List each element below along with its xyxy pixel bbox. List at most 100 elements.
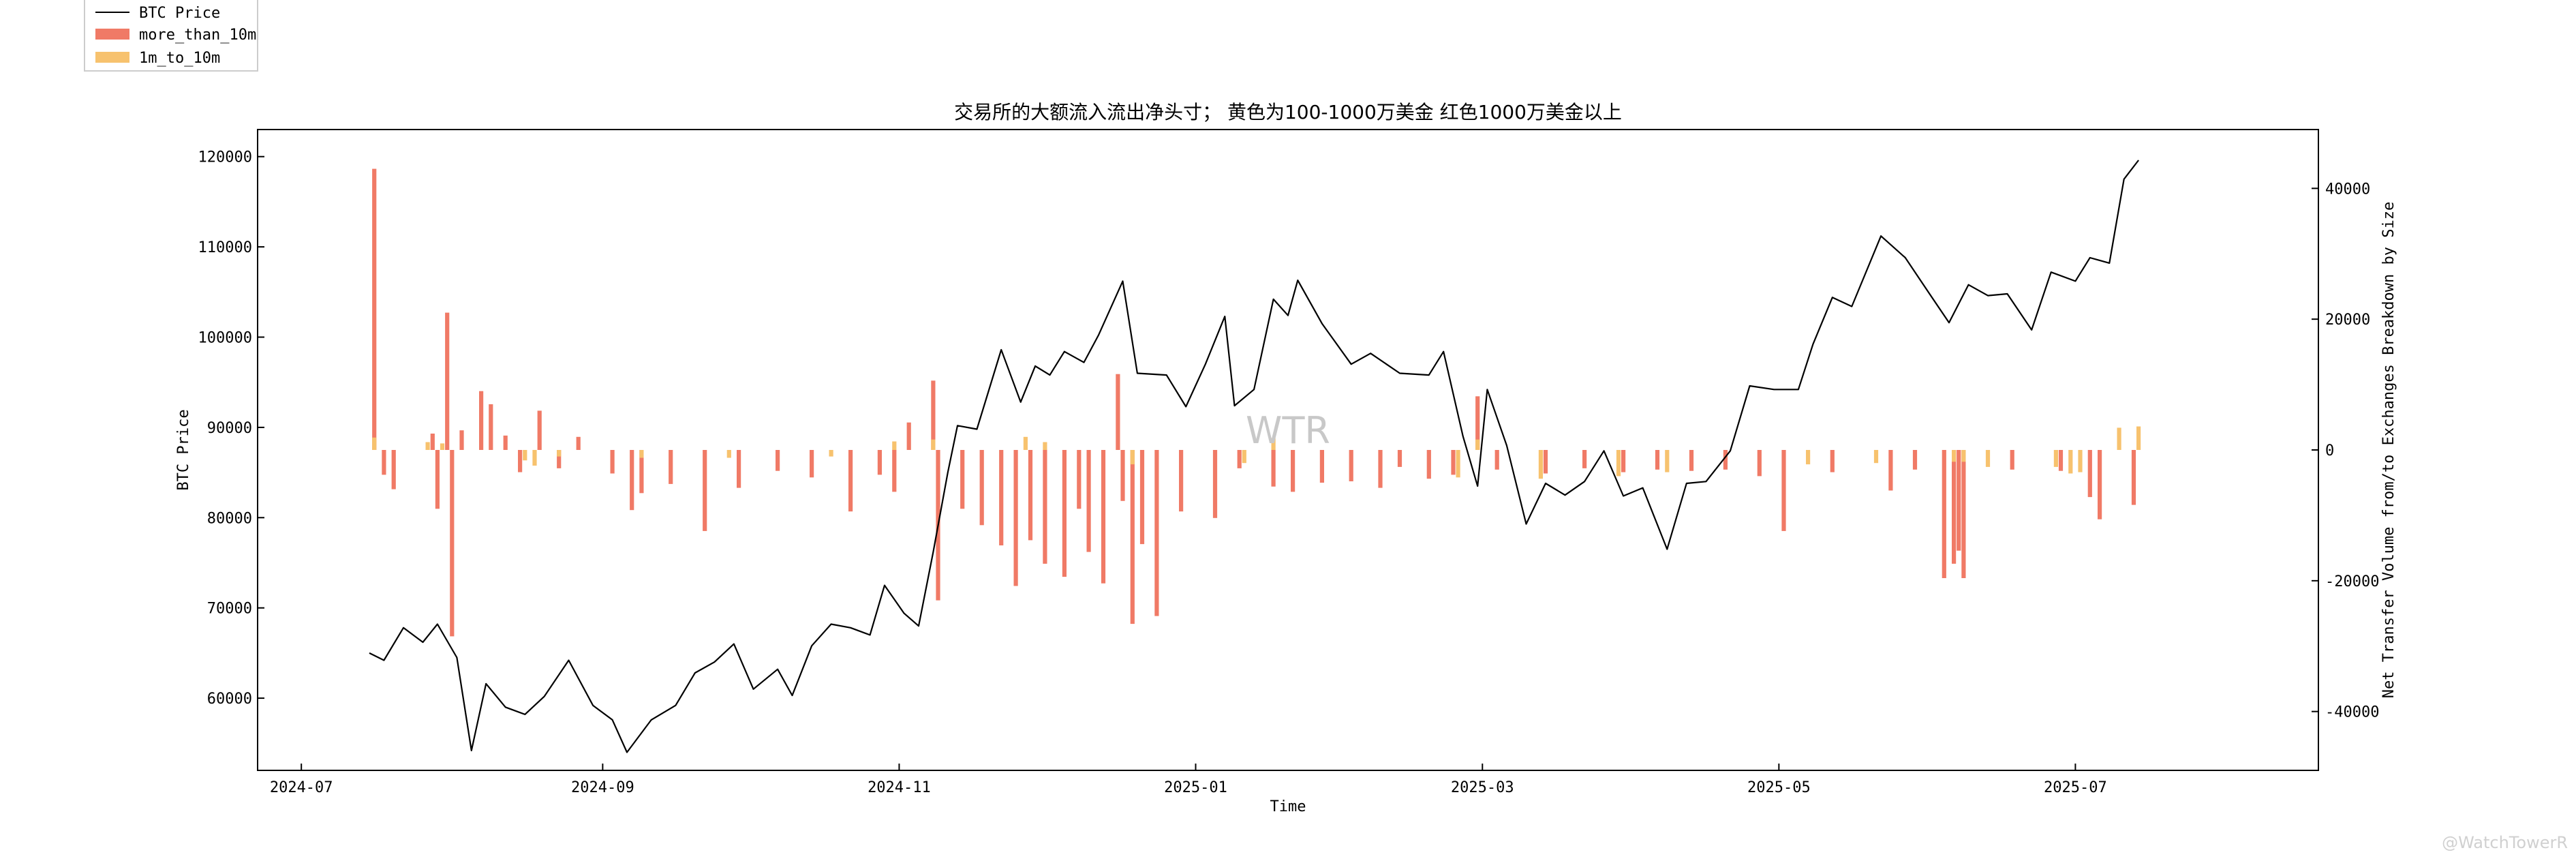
bar-more-than-10m-2024-08-01 [450,450,455,637]
bar-more-than-10m-2025-04-27 [1757,450,1762,477]
x-axis-ticks: 2024-07 2024-09 2024-11 2025-01 2025-03 2025-… [270,764,2107,796]
bar-more-than-10m-2025-06-04 [1942,450,1946,578]
bar-more-than-10m-2025-05-02 [1781,450,1786,531]
bar-more-than-10m-2024-12-16 [1116,374,1120,450]
bar-1m-to-10m-2025-02-24 [1456,450,1460,478]
bar-more-than-10m-2024-11-08 [931,380,936,450]
bar-more-than-10m-2024-11-25 [1013,450,1018,586]
bar-1m-to-10m-2025-01-17 [1271,438,1276,450]
bar-1m-to-10m-2024-08-18 [532,450,537,466]
bar-more-than-10m-2025-05-29 [1912,450,1918,470]
bar-more-than-10m-2025-02-02 [1349,450,1353,481]
bar-more-than-10m-2025-05-24 [1888,450,1893,491]
bar-1m-to-10m-2024-07-16 [372,437,377,450]
y-left-axis-label: BTC Price [175,409,192,490]
bar-1m-to-10m-2024-09-09 [639,450,644,458]
x-tick-label-2025-01: 2025-01 [1164,779,1227,796]
bar-more-than-10m-2024-11-22 [999,450,1004,545]
bar-1m-to-10m-2024-07-27 [425,442,430,450]
bar-more-than-10m-2025-01-17 [1271,450,1276,487]
x-tick-label-2024-09: 2024-09 [571,779,634,796]
bar-more-than-10m-2025-01-05 [1212,450,1218,518]
bar-1m-to-10m-2025-05-07 [1806,450,1811,465]
bar-more-than-10m-2024-10-07 [776,450,780,471]
bar-more-than-10m-2024-08-12 [503,435,508,450]
bar-more-than-10m-2024-11-28 [1028,450,1033,541]
corner-watermark: @WatchTowerR [2442,833,2568,852]
bar-more-than-10m-2024-12-21 [1139,450,1145,545]
bar-more-than-10m-2025-01-10 [1237,450,1242,468]
y-right-axis-label: Net Transfer Volume from/to Exchanges Br… [2380,202,2397,698]
x-tick-label-2025-07: 2025-07 [2044,779,2107,796]
bar-more-than-10m-2025-01-21 [1291,450,1295,492]
bar-more-than-10m-2025-06-07 [1957,450,1961,551]
bar-1m-to-10m-2025-05-21 [1873,450,1879,464]
y-left-tick-label-90000: 90000 [207,420,252,437]
bar-more-than-10m-2025-04-06 [1655,450,1660,470]
bar-more-than-10m-2024-07-31 [445,312,450,450]
bar-more-than-10m-2024-08-27 [576,436,581,450]
bar-more-than-10m-2025-06-06 [1952,450,1957,564]
bar-1m-to-10m-2024-11-27 [1023,436,1028,450]
bar-more-than-10m-2025-04-13 [1689,450,1694,471]
bar-more-than-10m-2024-10-28 [877,450,882,475]
bar-1m-to-10m-2025-06-30 [2068,450,2073,474]
bar-1m-to-10m-2024-12-19 [1130,450,1135,465]
bar-more-than-10m-2024-12-05 [1062,450,1067,577]
bar-more-than-10m-2024-08-15 [518,450,523,472]
bar-more-than-10m-2025-04-20 [1723,450,1728,470]
bar-1m-to-10m-2025-07-10 [2117,427,2121,450]
y-left-axis-ticks: 60000 70000 80000 90000 100000 110000 120000 [198,149,264,708]
bar-1m-to-10m-2025-07-14 [2136,426,2141,450]
bar-1m-to-10m-2024-08-16 [523,450,527,461]
bar-more-than-10m-2025-03-14 [1543,450,1548,474]
y-right-tick-label-40000: 40000 [2325,181,2370,198]
x-tick-label-2025-05: 2025-05 [1747,779,1811,796]
bar-more-than-10m-2024-12-08 [1077,450,1082,509]
y-right-tick-label-20000: 20000 [2325,312,2370,329]
bar-more-than-10m-2025-02-12 [1397,450,1402,467]
x-tick-label-2025-03: 2025-03 [1451,779,1514,796]
legend-label-more-than-10m: more_than_10m [139,27,256,44]
bar-1m-to-10m-2025-01-11 [1242,450,1246,464]
bars-1m-to-10m [372,426,2141,479]
x-tick-label-2024-11: 2024-11 [868,779,931,796]
legend-swatch-1m-to-10m [95,52,129,63]
bar-more-than-10m-2024-08-23 [557,450,562,468]
bar-more-than-10m-2025-03-04 [1494,450,1499,470]
legend-swatch-more-than-10m [95,29,129,40]
bar-more-than-10m-2024-09-07 [630,450,634,511]
x-axis-label: Time [1270,798,1306,815]
bar-more-than-10m-2024-12-01 [1043,450,1047,564]
bar-1m-to-10m-2024-07-30 [440,443,445,450]
bar-1m-to-10m-2025-07-02 [2078,450,2083,472]
bar-1m-to-10m-2025-06-13 [1985,450,1991,467]
y-right-tick-label--40000: -40000 [2325,704,2379,721]
bar-more-than-10m-2025-03-22 [1582,450,1587,468]
y-left-tick-label-120000: 120000 [198,149,252,166]
legend: BTC Price more_than_10m 1m_to_10m [84,0,258,72]
bar-more-than-10m-2024-12-24 [1154,450,1159,616]
bar-1m-to-10m-2024-11-08 [931,439,936,450]
bar-more-than-10m-2024-09-29 [737,450,741,488]
x-tick-label-2024-07: 2024-07 [270,779,333,796]
bar-more-than-10m-2024-09-03 [610,450,615,474]
bar-more-than-10m-2024-09-22 [703,450,707,531]
bar-1m-to-10m-2025-06-06 [1952,450,1957,462]
y-left-tick-label-110000: 110000 [198,239,252,256]
bar-more-than-10m-2024-12-10 [1086,450,1091,552]
bar-1m-to-10m-2025-02-28 [1475,439,1480,450]
bar-more-than-10m-2025-06-18 [2010,450,2014,470]
bar-1m-to-10m-2025-03-29 [1616,450,1621,477]
bar-more-than-10m-2025-06-08 [1961,450,1966,578]
bar-more-than-10m-2024-12-29 [1179,450,1184,512]
bar-1m-to-10m-2025-06-27 [2053,450,2058,467]
bar-more-than-10m-2024-08-03 [459,430,464,450]
y-left-tick-label-70000: 70000 [207,601,252,618]
bar-more-than-10m-2025-07-13 [2131,450,2136,505]
bar-more-than-10m-2024-11-03 [906,422,911,450]
bar-more-than-10m-2024-10-14 [810,450,814,478]
bar-more-than-10m-2024-07-16 [372,168,377,450]
bar-1m-to-10m-2025-06-08 [1961,450,1966,462]
